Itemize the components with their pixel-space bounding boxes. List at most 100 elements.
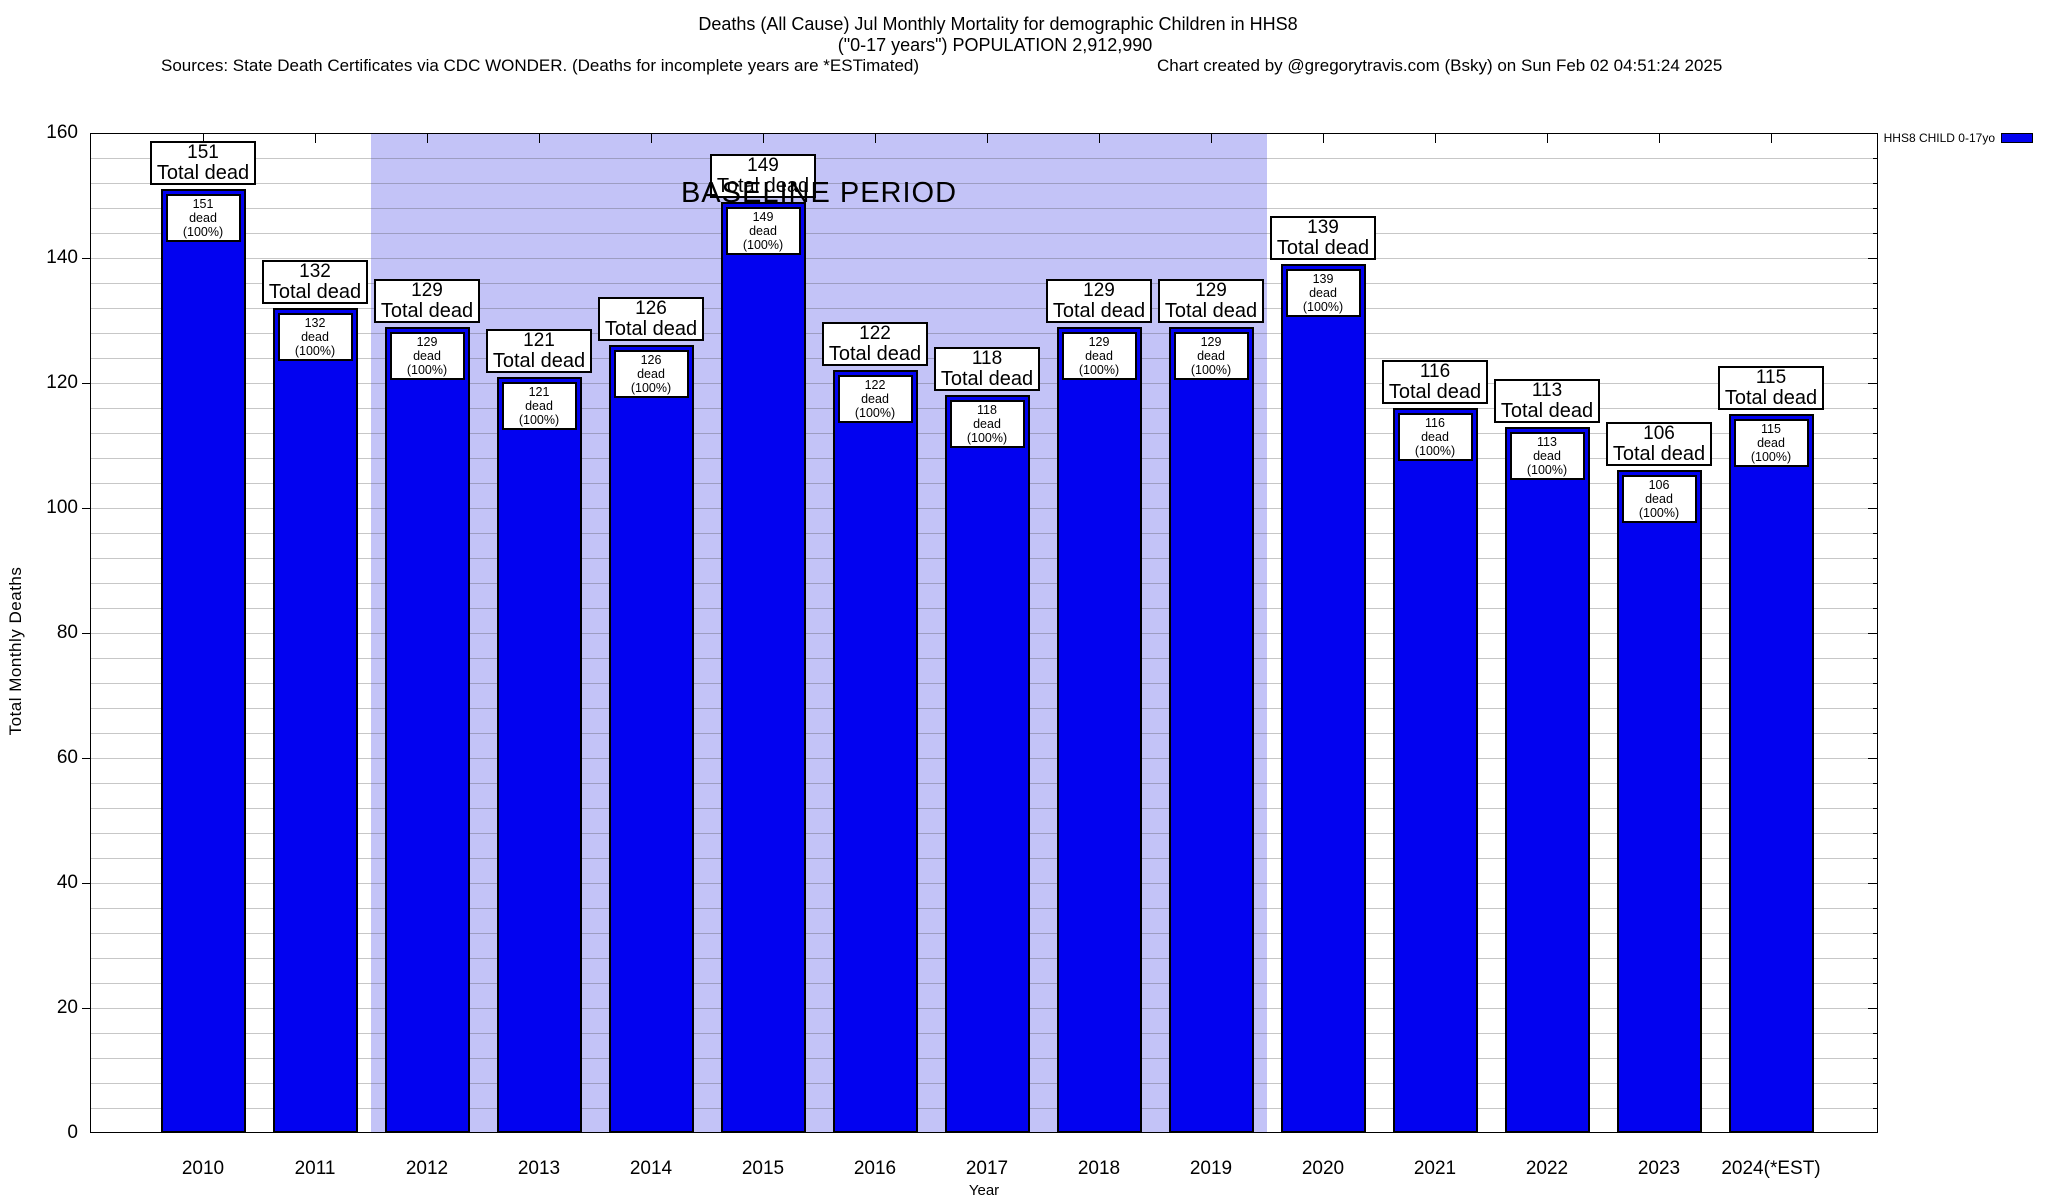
- y-tick-label: 100: [46, 497, 78, 518]
- y-tick-mark-right: [1873, 233, 1878, 234]
- x-tick-label: 2019: [1189, 1158, 1233, 1179]
- bar-inner-label: 149 dead (100%): [725, 207, 801, 255]
- y-tick-mark-right: [1873, 533, 1878, 534]
- y-tick-label: 140: [46, 247, 78, 268]
- bar-2018: 129 dead (100%): [1056, 327, 1142, 1133]
- bar-total-label: 106 Total dead: [1606, 422, 1712, 466]
- y-tick-mark-right: [1873, 808, 1878, 809]
- gridline: [90, 258, 1878, 259]
- x-tick-mark: [427, 133, 428, 143]
- bar-inner-label: 126 dead (100%): [613, 350, 689, 398]
- bar-inner-label: 122 dead (100%): [837, 375, 913, 423]
- bar-2020: 139 dead (100%): [1280, 264, 1366, 1133]
- y-tick-mark-right: [1873, 608, 1878, 609]
- y-tick-mark-right: [1873, 1058, 1878, 1059]
- x-tick-label: 2023: [1637, 1158, 1681, 1179]
- x-tick-label: 2010: [181, 1158, 225, 1179]
- y-tick-label: 60: [56, 747, 78, 768]
- bar-total-label: 129 Total dead: [1158, 279, 1264, 323]
- bar-inner-label: 151 dead (100%): [165, 194, 241, 242]
- y-tick-mark-left: [82, 758, 90, 759]
- bar-inner-label: 139 dead (100%): [1285, 269, 1361, 317]
- x-tick-mark: [1771, 133, 1772, 143]
- y-tick-mark-right: [1873, 833, 1878, 834]
- y-tick-mark-right: [1868, 758, 1878, 759]
- y-tick-mark-right: [1873, 733, 1878, 734]
- y-tick-mark-right: [1873, 1108, 1878, 1109]
- x-tick-label: 2018: [1077, 1158, 1121, 1179]
- x-tick-mark: [1211, 133, 1212, 143]
- y-tick-mark-right: [1873, 658, 1878, 659]
- x-tick-label: 2021: [1413, 1158, 1457, 1179]
- y-tick-mark-left: [82, 383, 90, 384]
- x-tick-label: 2011: [294, 1158, 336, 1179]
- y-tick-mark-left: [82, 258, 90, 259]
- page-title: Deaths (All Cause) Jul Monthly Mortality…: [698, 14, 1298, 34]
- x-tick-mark: [1547, 133, 1548, 143]
- y-tick-mark-right: [1873, 483, 1878, 484]
- bar-inner-label: 118 dead (100%): [949, 400, 1025, 448]
- x-tick-mark: [1099, 133, 1100, 143]
- y-tick-label: 20: [56, 997, 78, 1018]
- y-tick-mark-right: [1873, 433, 1878, 434]
- x-tick-mark: [875, 133, 876, 143]
- y-tick-label: 0: [67, 1122, 78, 1143]
- x-tick-label: 2022: [1525, 1158, 1569, 1179]
- bar-total-label: 116 Total dead: [1382, 360, 1488, 404]
- page-subtitle: ("0-17 years") POPULATION 2,912,990: [837, 35, 1153, 55]
- y-tick-mark-right: [1873, 933, 1878, 934]
- legend-label: HHS8 CHILD 0-17yo: [1883, 131, 1995, 145]
- x-tick-label: 2013: [517, 1158, 561, 1179]
- x-tick-label: 2014: [629, 1158, 673, 1179]
- y-tick-mark-left: [82, 883, 90, 884]
- bar-total-label: 151 Total dead: [150, 141, 256, 185]
- y-tick-mark-right: [1873, 708, 1878, 709]
- gridline: [90, 333, 1878, 334]
- y-tick-mark-left: [82, 1008, 90, 1009]
- bar-2011: 132 dead (100%): [272, 308, 358, 1133]
- x-tick-mark: [763, 133, 764, 143]
- bar-total-label: 126 Total dead: [598, 297, 704, 341]
- x-tick-mark: [1435, 133, 1436, 143]
- x-tick-label: 2020: [1301, 1158, 1345, 1179]
- bar-inner-label: 116 dead (100%): [1397, 413, 1473, 461]
- bar-total-label: 115 Total dead: [1718, 366, 1824, 410]
- gridline: [90, 233, 1878, 234]
- x-tick-mark: [651, 133, 652, 143]
- bar-2017: 118 dead (100%): [944, 395, 1030, 1133]
- bar-total-label: 129 Total dead: [1046, 279, 1152, 323]
- bar-total-label: 139 Total dead: [1270, 216, 1376, 260]
- x-tick-mark: [539, 133, 540, 143]
- y-tick-mark-right: [1873, 308, 1878, 309]
- sources-note: Sources: State Death Certificates via CD…: [161, 56, 920, 75]
- bar-inner-label: 132 dead (100%): [277, 313, 353, 361]
- gridline: [90, 308, 1878, 309]
- x-tick-mark: [315, 133, 316, 143]
- y-tick-mark-left: [82, 633, 90, 634]
- bar-2024(*EST): 115 dead (100%): [1728, 414, 1814, 1133]
- gridline: [90, 158, 1878, 159]
- bar-inner-label: 115 dead (100%): [1733, 419, 1809, 467]
- y-tick-label: 160: [46, 122, 78, 143]
- y-tick-label: 120: [46, 372, 78, 393]
- bar-inner-label: 129 dead (100%): [1061, 332, 1137, 380]
- gridline: [90, 283, 1878, 284]
- bar-2021: 116 dead (100%): [1392, 408, 1478, 1133]
- plot-area: 151 dead (100%) 151 Total dead 132 dead (100%…: [82, 133, 1878, 1133]
- bar-total-label: 149 Total dead: [710, 154, 816, 198]
- y-tick-mark-right: [1868, 633, 1878, 634]
- y-tick-mark-right: [1868, 1008, 1878, 1009]
- y-tick-mark-right: [1873, 558, 1878, 559]
- y-tick-mark-right: [1873, 333, 1878, 334]
- bar-inner-label: 121 dead (100%): [501, 382, 577, 430]
- gridline: [90, 183, 1878, 184]
- y-tick-mark-right: [1873, 458, 1878, 459]
- bar-inner-label: 113 dead (100%): [1509, 432, 1585, 480]
- y-tick-mark-right: [1873, 183, 1878, 184]
- bar-2019: 129 dead (100%): [1168, 327, 1254, 1133]
- y-tick-mark-right: [1873, 283, 1878, 284]
- y-tick-mark-right: [1873, 408, 1878, 409]
- y-tick-mark-right: [1868, 383, 1878, 384]
- x-tick-label: 2015: [741, 1158, 785, 1179]
